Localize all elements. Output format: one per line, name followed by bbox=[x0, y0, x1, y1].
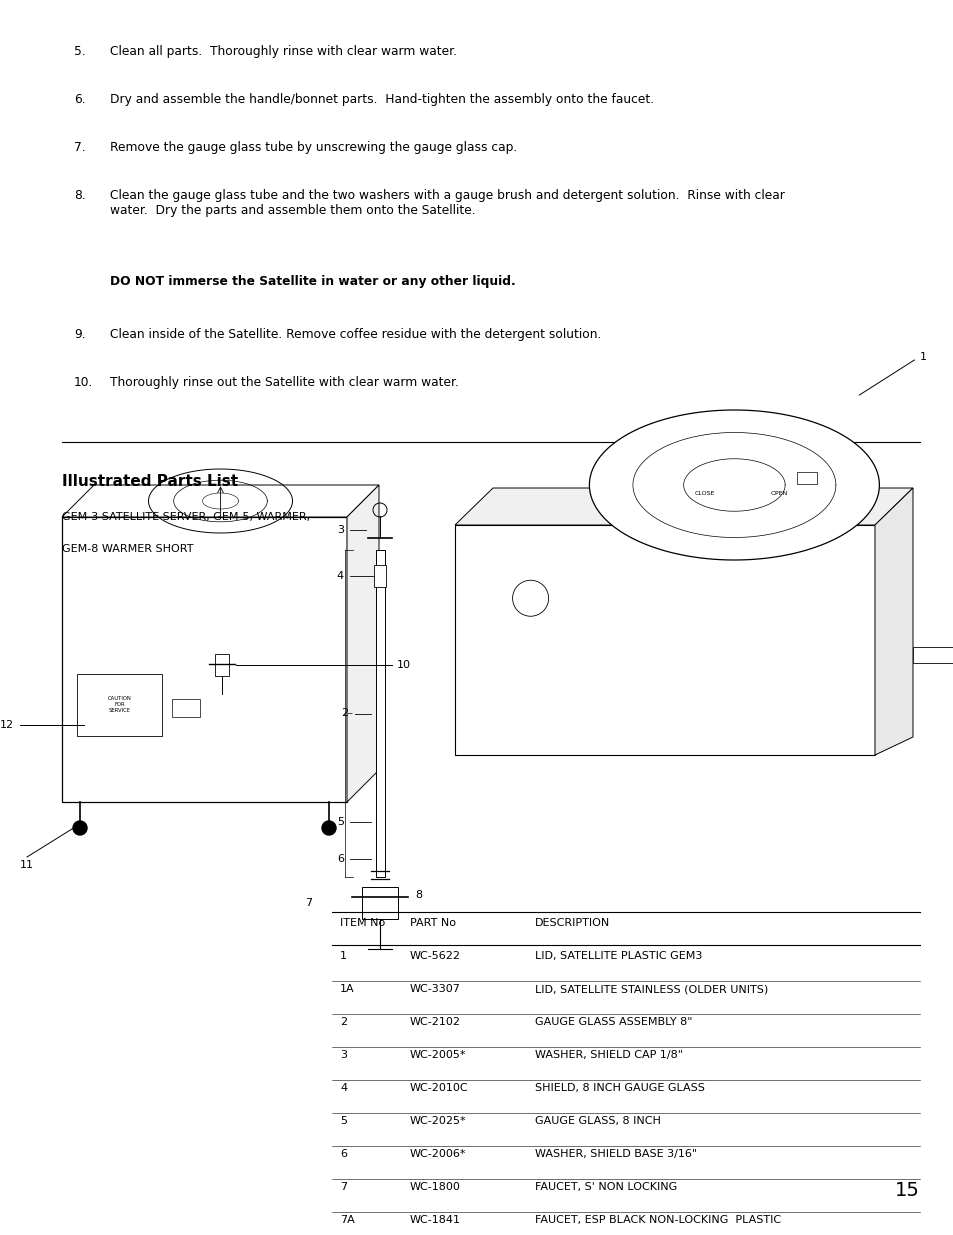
Text: Clean inside of the Satellite. Remove coffee residue with the detergent solution: Clean inside of the Satellite. Remove co… bbox=[110, 329, 600, 341]
Text: 4: 4 bbox=[336, 571, 344, 580]
Text: FAUCET, S' NON LOCKING: FAUCET, S' NON LOCKING bbox=[535, 1182, 677, 1192]
Polygon shape bbox=[455, 488, 912, 525]
Bar bbox=[172, 699, 200, 716]
Text: WASHER, SHIELD CAP 1/8": WASHER, SHIELD CAP 1/8" bbox=[535, 1050, 682, 1060]
Bar bbox=[912, 647, 953, 663]
Text: 12: 12 bbox=[0, 720, 14, 730]
Text: Dry and assemble the handle/bonnet parts.  Hand-tighten the assembly onto the fa: Dry and assemble the handle/bonnet parts… bbox=[110, 93, 654, 106]
Bar bbox=[77, 674, 162, 736]
Text: 10: 10 bbox=[396, 659, 411, 669]
Text: 5: 5 bbox=[336, 818, 344, 827]
Text: WC-2006*: WC-2006* bbox=[410, 1149, 466, 1158]
Text: 6.: 6. bbox=[74, 93, 86, 106]
Polygon shape bbox=[455, 525, 874, 755]
Text: 3: 3 bbox=[339, 1050, 347, 1060]
Text: 2: 2 bbox=[339, 1016, 347, 1028]
Text: Remove the gauge glass tube by unscrewing the gauge glass cap.: Remove the gauge glass tube by unscrewin… bbox=[110, 141, 517, 154]
Polygon shape bbox=[589, 410, 879, 559]
Text: 1A: 1A bbox=[339, 984, 355, 994]
Text: PART No: PART No bbox=[410, 918, 456, 927]
Text: 6: 6 bbox=[336, 853, 344, 864]
Text: 8.: 8. bbox=[74, 189, 86, 203]
Text: GAUGE GLASS ASSEMBLY 8": GAUGE GLASS ASSEMBLY 8" bbox=[535, 1016, 692, 1028]
Text: SHIELD, 8 INCH GAUGE GLASS: SHIELD, 8 INCH GAUGE GLASS bbox=[535, 1083, 704, 1093]
Text: WC-3307: WC-3307 bbox=[410, 984, 460, 994]
Text: OPEN: OPEN bbox=[770, 492, 787, 496]
Bar bbox=[214, 653, 229, 676]
Text: 1: 1 bbox=[339, 951, 347, 961]
Text: LID, SATELLITE STAINLESS (OLDER UNITS): LID, SATELLITE STAINLESS (OLDER UNITS) bbox=[535, 984, 767, 994]
Text: Thoroughly rinse out the Satellite with clear warm water.: Thoroughly rinse out the Satellite with … bbox=[110, 375, 458, 389]
Circle shape bbox=[322, 821, 335, 835]
Text: WC-2010C: WC-2010C bbox=[410, 1083, 468, 1093]
Text: ITEM No: ITEM No bbox=[339, 918, 385, 927]
Text: DESCRIPTION: DESCRIPTION bbox=[535, 918, 610, 927]
Polygon shape bbox=[347, 485, 378, 802]
Polygon shape bbox=[62, 485, 378, 517]
Text: DO NOT immerse the Satellite in water or any other liquid.: DO NOT immerse the Satellite in water or… bbox=[110, 275, 516, 288]
Text: 5: 5 bbox=[339, 1116, 347, 1126]
Text: 9.: 9. bbox=[74, 329, 86, 341]
Text: LID, SATELLITE PLASTIC GEM3: LID, SATELLITE PLASTIC GEM3 bbox=[535, 951, 701, 961]
Text: WC-2025*: WC-2025* bbox=[410, 1116, 466, 1126]
Text: CAUTION
FOR
SERVICE: CAUTION FOR SERVICE bbox=[108, 697, 132, 713]
Text: 7A: 7A bbox=[339, 1215, 355, 1225]
Text: FAUCET, ESP BLACK NON-LOCKING  PLASTIC: FAUCET, ESP BLACK NON-LOCKING PLASTIC bbox=[535, 1215, 781, 1225]
Text: 6: 6 bbox=[339, 1149, 347, 1158]
Text: WC-1800: WC-1800 bbox=[410, 1182, 460, 1192]
Text: 10.: 10. bbox=[74, 375, 93, 389]
Bar bbox=[361, 887, 397, 919]
Text: WC-2005*: WC-2005* bbox=[410, 1050, 466, 1060]
Text: CLOSE: CLOSE bbox=[694, 492, 714, 496]
Text: 1: 1 bbox=[919, 352, 925, 362]
Polygon shape bbox=[874, 488, 912, 755]
Text: 2: 2 bbox=[340, 709, 348, 719]
Text: 11: 11 bbox=[20, 860, 34, 869]
Text: Clean all parts.  Thoroughly rinse with clear warm water.: Clean all parts. Thoroughly rinse with c… bbox=[110, 44, 456, 58]
Text: 15: 15 bbox=[894, 1181, 919, 1200]
Text: 4: 4 bbox=[339, 1083, 347, 1093]
Text: Illustrated Parts List: Illustrated Parts List bbox=[62, 474, 238, 489]
Text: 7.: 7. bbox=[74, 141, 86, 154]
Text: GEM-3 SATELLITE SERVER, GEM-5, WARMER,: GEM-3 SATELLITE SERVER, GEM-5, WARMER, bbox=[62, 513, 310, 522]
Text: WASHER, SHIELD BASE 3/16": WASHER, SHIELD BASE 3/16" bbox=[535, 1149, 697, 1158]
Text: 5.: 5. bbox=[74, 44, 86, 58]
Text: 7: 7 bbox=[339, 1182, 347, 1192]
Text: WC-5622: WC-5622 bbox=[410, 951, 460, 961]
Text: GAUGE GLASS, 8 INCH: GAUGE GLASS, 8 INCH bbox=[535, 1116, 660, 1126]
Text: 7: 7 bbox=[305, 898, 312, 908]
Bar bbox=[796, 472, 816, 483]
Text: Clean the gauge glass tube and the two washers with a gauge brush and detergent : Clean the gauge glass tube and the two w… bbox=[110, 189, 784, 217]
Bar bbox=[374, 564, 386, 587]
Text: 3: 3 bbox=[336, 525, 344, 535]
Text: WC-1841: WC-1841 bbox=[410, 1215, 460, 1225]
Text: GEM-8 WARMER SHORT: GEM-8 WARMER SHORT bbox=[62, 543, 193, 555]
Text: WC-2102: WC-2102 bbox=[410, 1016, 460, 1028]
Circle shape bbox=[73, 821, 87, 835]
Bar bbox=[62, 517, 347, 802]
Bar bbox=[375, 550, 384, 877]
Text: 8: 8 bbox=[415, 890, 421, 900]
